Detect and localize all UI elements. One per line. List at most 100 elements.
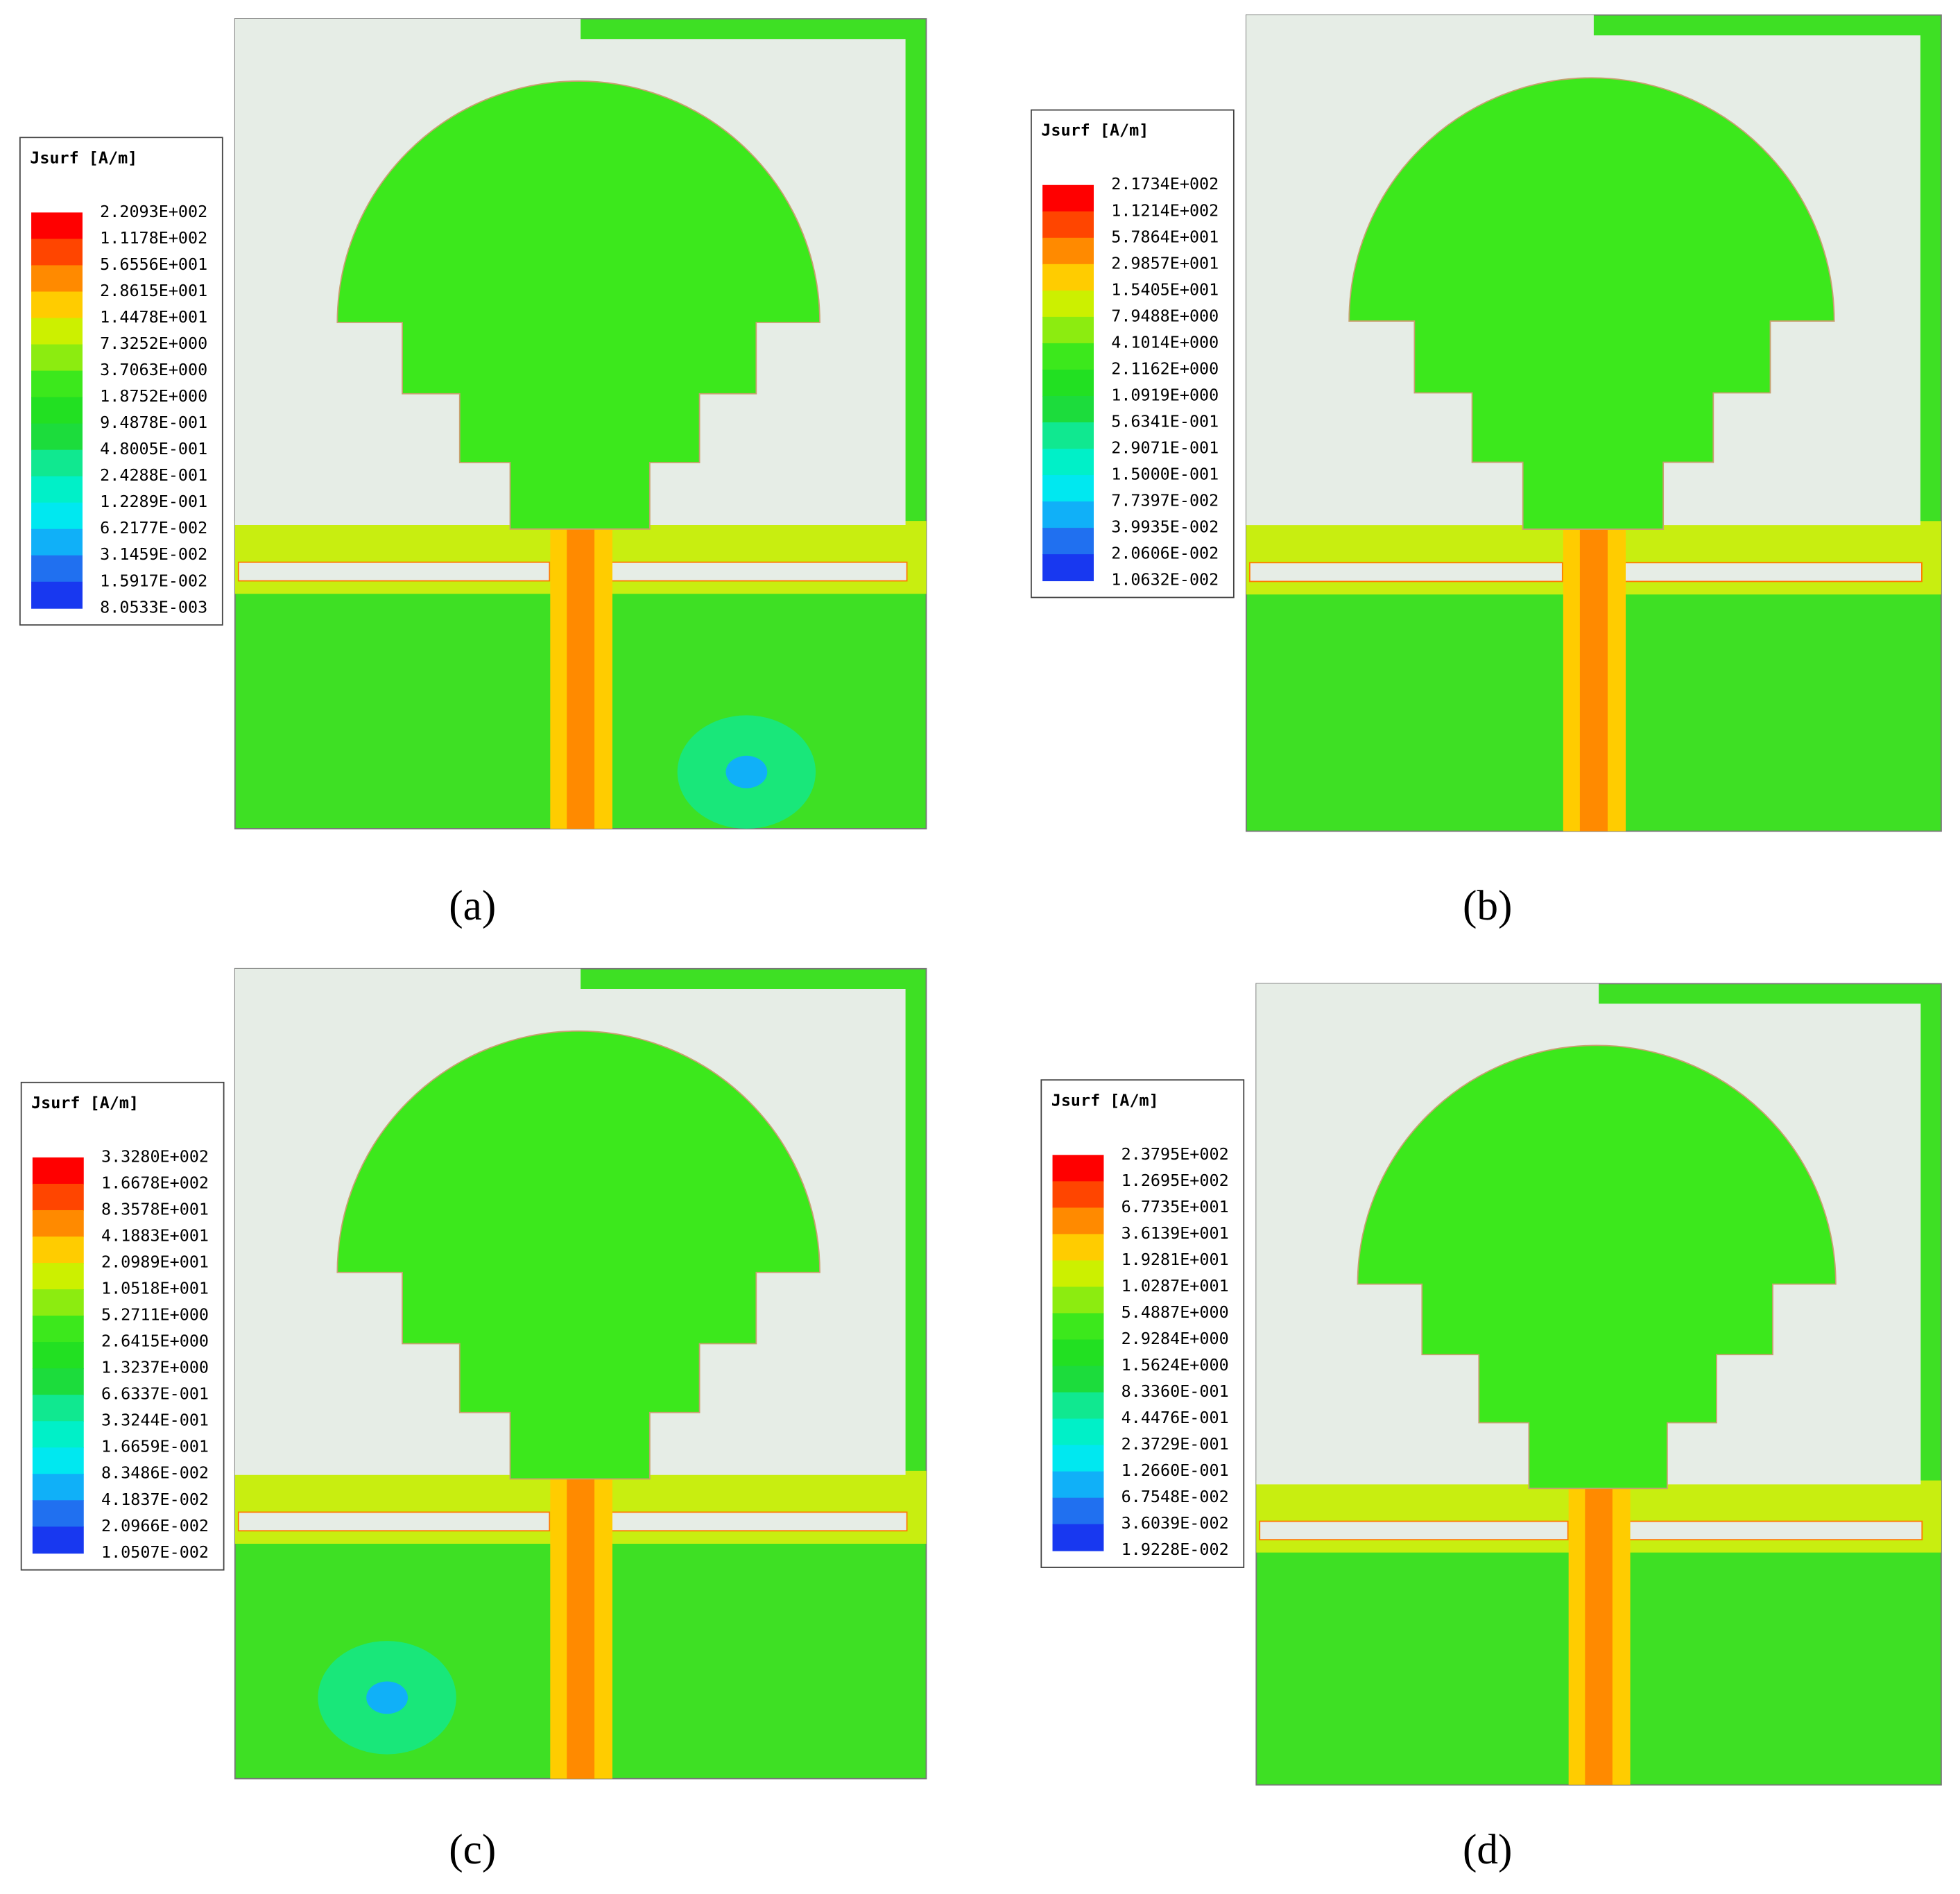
legend-label: 1.6659E-001 [101,1437,209,1456]
legend-label: 9.4878E-001 [100,413,207,432]
feed-core [567,1470,595,1779]
legend-swatch [1052,1366,1104,1393]
legend-swatch [1042,343,1094,370]
legend-swatch [32,1395,84,1422]
legend-label: 6.7735E+001 [1121,1197,1229,1216]
legend-label: 3.3244E-001 [101,1411,209,1430]
slot [237,561,551,582]
slot [1626,1520,1923,1541]
legend-swatch [1042,554,1094,582]
legend-label: 3.3280E+002 [101,1146,209,1166]
legend-label: 1.0287E+001 [1121,1276,1229,1295]
legend-swatch [1052,1207,1104,1235]
legend-label: 3.6039E-002 [1121,1513,1229,1533]
legend-swatch [32,1474,84,1501]
legend-label: 1.4478E+001 [100,307,207,327]
legend-swatch [31,291,83,319]
legend-swatch [31,239,83,266]
legend-swatch [1052,1313,1104,1341]
legend-swatch [32,1157,84,1185]
legend-title: Jsurf [A/m] [1051,1090,1159,1110]
legend-title: Jsurf [A/m] [31,1093,139,1112]
panel-caption: (d) [1463,1826,1512,1873]
legend-swatch [1042,449,1094,476]
legend-label: 6.2177E-002 [100,518,207,537]
legend-swatch [1042,422,1094,449]
panel: Jsurf [A/m] 2.3795E+002 1.2695E+002 6.7735E… [1040,983,1942,1873]
legend-swatch [1042,501,1094,529]
legend-swatch [1052,1234,1104,1262]
legend-swatch [31,397,83,424]
legend-swatch [31,528,83,556]
legend-label: 3.6139E+001 [1121,1223,1229,1243]
legend-label: 1.1214E+002 [1111,200,1219,220]
panel: Jsurf [A/m] 2.1734E+002 1.1214E+002 5.7864E… [1030,14,1942,929]
legend-swatch [1052,1181,1104,1209]
legend-swatch [31,423,83,451]
patch [336,80,820,530]
panel: Jsurf [A/m] 2.2093E+002 1.1178E+002 5.6556E… [19,18,927,929]
legend-swatch [31,476,83,503]
legend-label: 2.1162E+000 [1111,359,1219,378]
legend-swatch [1052,1392,1104,1420]
legend-label: 1.0507E-002 [101,1542,209,1562]
legend-swatch [32,1289,84,1316]
legend-swatch [1052,1155,1104,1182]
legend-title: Jsurf [A/m] [30,148,137,167]
legend-label: 1.5624E+000 [1121,1355,1229,1375]
legend-label: 2.0989E+001 [101,1252,209,1272]
legend-swatch [1052,1260,1104,1288]
legend-label: 1.5000E-001 [1111,465,1219,484]
legend-swatch [31,318,83,345]
legend-label: 2.3795E+002 [1121,1144,1229,1164]
legend-label: 7.9488E+000 [1111,306,1219,325]
legend-swatch [1042,528,1094,556]
legend-swatch [1052,1471,1104,1499]
panel-caption: (b) [1463,882,1512,929]
legend-label: 4.1883E+001 [101,1225,209,1245]
legend-swatch [1052,1418,1104,1446]
slot [237,1511,551,1532]
legend-swatch [1042,316,1094,344]
legend-swatch [1042,237,1094,265]
legend-swatch [1042,395,1094,423]
legend-swatch [32,1342,84,1370]
panel-caption: (c) [449,1826,496,1873]
legend-swatch [32,1236,84,1264]
legend-swatch [31,502,83,530]
legend-swatch [1042,184,1094,212]
legend-label: 2.8615E+001 [100,281,207,300]
slot [609,561,908,582]
legend-swatch [32,1368,84,1396]
slot [1622,562,1923,583]
legend-label: 5.4887E+000 [1121,1302,1229,1322]
legend-swatch [32,1209,84,1237]
field-blob [725,755,768,789]
legend-label: 3.7063E+000 [100,360,207,379]
panel-caption: (a) [449,882,496,929]
legend-label: 2.2093E+002 [100,202,207,221]
legend-label: 5.6341E-001 [1111,411,1219,431]
legend-label: 1.6678E+002 [101,1173,209,1192]
legend-label: 1.5917E-002 [100,571,207,590]
legend-label: 8.3486E-002 [101,1463,209,1483]
legend-swatch [31,265,83,293]
slot [1248,562,1563,583]
patch [336,1030,820,1480]
legend-swatch [31,370,83,398]
legend-label: 2.1734E+002 [1111,174,1219,193]
legend-swatch [31,212,83,240]
legend-swatch [31,555,83,583]
legend-swatch [31,449,83,477]
legend-label: 5.7864E+001 [1111,227,1219,246]
legend-label: 1.9228E-002 [1121,1540,1229,1559]
legend-label: 1.1178E+002 [100,228,207,248]
legend-label: 8.0533E-003 [100,597,207,617]
field-blob [366,1681,409,1714]
legend-label: 3.1459E-002 [100,544,207,564]
legend-label: 8.3578E+001 [101,1199,209,1219]
legend-label: 8.3360E-001 [1121,1381,1229,1401]
patch [1357,1044,1837,1490]
legend-swatch [1042,211,1094,239]
